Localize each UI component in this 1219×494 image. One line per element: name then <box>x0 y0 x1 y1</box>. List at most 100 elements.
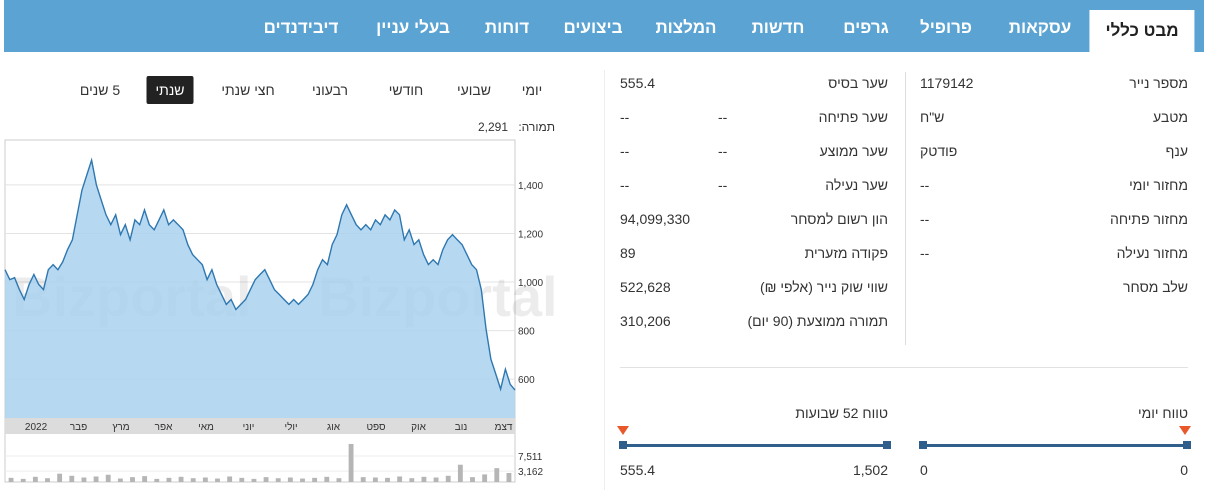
volume-bar <box>445 475 451 482</box>
volume-bar <box>421 476 427 482</box>
detail-value: 310,206 <box>620 313 671 329</box>
range-bar <box>622 444 888 447</box>
volume-tick-label: 3,162 <box>518 467 543 478</box>
detail-label: הון רשום למסחר <box>790 211 888 227</box>
detail-label: מחזור נעילה <box>1116 245 1188 261</box>
chart: 6008001,0001,2001,400BizportalBizportal2… <box>4 139 558 483</box>
x-tick-label: אפר <box>155 422 173 433</box>
x-tick-label: יוני <box>243 422 255 433</box>
detail-value: פודטק <box>920 143 958 159</box>
range-end <box>919 441 927 449</box>
volume-bar <box>239 477 245 482</box>
detail-value: -- <box>620 143 630 159</box>
y-tick-label: 1,200 <box>518 229 543 240</box>
tab[interactable]: פרופיל <box>920 18 972 37</box>
period-button[interactable]: יומי <box>521 82 543 98</box>
detail-label: תמורה ממוצעת (90 יום) <box>747 313 888 329</box>
x-tick-label: מאי <box>198 422 214 433</box>
range-marker <box>617 426 629 435</box>
detail-value: 89 <box>620 245 636 261</box>
period-button[interactable]: שבועי <box>456 82 492 98</box>
y-tick-label: 1,000 <box>518 278 543 289</box>
volume-bar <box>348 443 354 482</box>
x-tick-label: מרץ <box>112 422 129 433</box>
price-line <box>4 157 516 392</box>
range-end <box>883 441 891 449</box>
detail-label: שער בסיס <box>828 75 888 91</box>
detail-value: 555.4 <box>620 75 656 91</box>
y-tick-label: 600 <box>518 375 535 386</box>
volume-bar <box>336 478 342 482</box>
period-button[interactable]: חצי שנתי <box>221 82 275 98</box>
tab[interactable]: גרפים <box>843 18 889 37</box>
range-low: 0 <box>920 462 928 478</box>
volume-bar <box>312 477 318 482</box>
tab[interactable]: חדשות <box>751 18 805 37</box>
x-tick-label: דצמ <box>495 422 513 433</box>
volume-bar <box>57 473 63 482</box>
x-tick-label: אוק <box>411 422 426 433</box>
volume-bar <box>494 468 500 482</box>
detail-label: שווי שוק נייר (אלפי ₪) <box>759 279 888 295</box>
tab[interactable]: עסקאות <box>1008 18 1072 37</box>
x-tick-label: נוב <box>455 422 468 433</box>
tab[interactable]: בעלי עניין <box>376 18 450 37</box>
detail-change: -- <box>718 177 728 193</box>
tab[interactable]: מבט כללי <box>1089 10 1195 52</box>
period-button[interactable]: שנתי <box>146 76 194 104</box>
volume-bar <box>482 474 488 482</box>
price-area <box>5 160 515 418</box>
volume-bar <box>300 478 305 482</box>
volume-bar <box>385 477 390 482</box>
volume-bar <box>81 477 87 482</box>
detail-value: 94,099,330 <box>620 211 691 227</box>
volume-bar <box>470 477 475 482</box>
period-button[interactable]: 5 שנים <box>79 82 121 98</box>
divider <box>604 70 605 490</box>
volume-bar <box>202 477 208 482</box>
range-high: 1,502 <box>852 462 888 478</box>
range-label: טווח יומי <box>1137 405 1188 421</box>
period-button[interactable]: חודשי <box>388 82 424 98</box>
volume-tick-label: 7,511 <box>518 452 543 463</box>
range-bar <box>922 444 1188 447</box>
volume-bar <box>45 478 50 482</box>
volume-bar <box>409 478 415 482</box>
tab[interactable]: ביצועים <box>563 18 623 37</box>
detail-label: שער פתיחה <box>818 109 888 125</box>
tab[interactable]: דיבידנדים <box>263 18 339 37</box>
x-tick-label: פבר <box>70 422 87 433</box>
volume-bar <box>20 478 26 482</box>
volume-bar <box>397 476 403 482</box>
tab-bar: מבט כללי עסקאות פרופיל גרפים חדשות המלצות ביצו… <box>4 0 1204 52</box>
period-button[interactable]: רבעוני <box>311 82 349 98</box>
detail-value: 522,628 <box>620 279 671 295</box>
detail-label: שער ממוצע <box>819 143 888 159</box>
x-tick-label: 2022 <box>25 422 48 433</box>
range-low: 555.4 <box>620 462 656 478</box>
volume-bar <box>166 477 172 482</box>
range-high: 0 <box>1180 462 1188 478</box>
detail-value: -- <box>920 245 930 261</box>
volume-bar <box>324 476 330 482</box>
tab[interactable]: המלצות <box>655 18 717 37</box>
tab[interactable]: דוחות <box>484 18 530 37</box>
volume-bar <box>190 478 196 482</box>
detail-label: מחזור יומי <box>1129 177 1188 193</box>
volume-bar <box>457 464 463 482</box>
detail-label: ענף <box>1165 143 1188 159</box>
volume-bar <box>263 477 269 482</box>
y-tick-label: 1,400 <box>518 181 543 192</box>
detail-change: -- <box>718 109 728 125</box>
x-tick-label: ספט <box>366 422 386 433</box>
turnover-label: תמורה: <box>518 120 555 134</box>
detail-change: -- <box>718 143 728 159</box>
detail-value: -- <box>920 211 930 227</box>
range-end <box>1183 441 1191 449</box>
volume-bar <box>117 478 123 482</box>
volume-bar <box>93 476 99 482</box>
detail-label: שלב מסחר <box>1123 279 1188 295</box>
turnover-value: 2,291 <box>478 120 509 134</box>
volume-bar <box>275 478 281 482</box>
volume-bar <box>8 477 14 482</box>
